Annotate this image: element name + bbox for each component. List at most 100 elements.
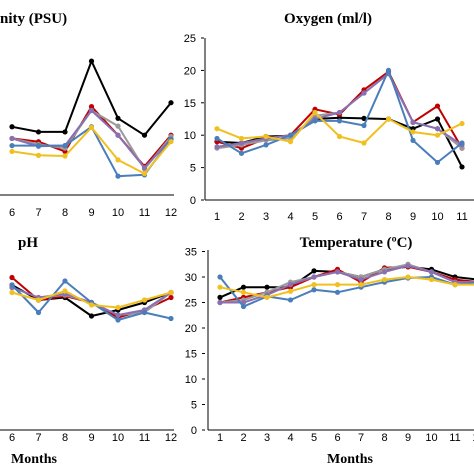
data-point-salinity-5 bbox=[62, 153, 68, 159]
data-point-oxygen-3 bbox=[361, 90, 367, 96]
data-point-ph-3 bbox=[115, 312, 121, 318]
data-point-ph-1 bbox=[9, 274, 15, 281]
data-point-salinity-5 bbox=[168, 139, 174, 145]
data-point-temperature-5 bbox=[452, 282, 458, 288]
data-point-salinity-0 bbox=[115, 115, 121, 121]
x-axis-label-ph: Months bbox=[11, 452, 57, 467]
x-tick-label-ph: 11 bbox=[139, 432, 150, 444]
data-point-ph-4 bbox=[62, 278, 68, 284]
data-point-ph-5 bbox=[88, 302, 95, 308]
data-point-salinity-4 bbox=[35, 143, 42, 149]
data-point-salinity-4 bbox=[115, 173, 121, 179]
data-point-salinity-4 bbox=[62, 143, 68, 149]
data-point-temperature-3 bbox=[334, 269, 341, 275]
data-point-salinity-0 bbox=[141, 132, 148, 138]
x-tick-label-salinity: 10 bbox=[112, 207, 124, 219]
series-line-temperature-0 bbox=[219, 265, 474, 299]
data-point-oxygen-3 bbox=[214, 144, 220, 150]
x-tick-label-temperature: 4 bbox=[287, 432, 293, 444]
data-point-oxygen-5 bbox=[312, 109, 318, 116]
data-point-temperature-5 bbox=[381, 276, 388, 283]
chart-title-ph: pH bbox=[18, 235, 38, 251]
y-tick-label-oxygen: 20 bbox=[184, 65, 196, 77]
data-point-ph-4 bbox=[141, 309, 148, 316]
data-point-oxygen-4 bbox=[238, 150, 245, 156]
data-point-oxygen-4 bbox=[312, 118, 318, 124]
data-point-ph-5 bbox=[62, 288, 68, 294]
x-tick-label-temperature: 8 bbox=[381, 432, 387, 444]
data-point-salinity-0 bbox=[168, 100, 174, 106]
data-point-salinity-5 bbox=[9, 148, 15, 155]
x-tick-label-oxygen: 11 bbox=[456, 211, 467, 223]
data-point-ph-1 bbox=[168, 294, 174, 301]
y-tick-label-temperature: 5 bbox=[191, 400, 197, 412]
data-point-salinity-0 bbox=[9, 124, 15, 130]
data-point-temperature-0 bbox=[217, 294, 223, 300]
data-point-salinity-5 bbox=[115, 157, 121, 163]
data-point-oxygen-5 bbox=[336, 133, 343, 140]
y-tick-label-temperature: 0 bbox=[191, 425, 197, 437]
data-point-oxygen-4 bbox=[263, 142, 269, 148]
series-line-temperature-5 bbox=[219, 276, 474, 299]
data-point-oxygen-4 bbox=[361, 122, 367, 129]
data-point-oxygen-0 bbox=[361, 115, 367, 121]
data-point-oxygen-4 bbox=[214, 135, 220, 142]
x-tick-label-oxygen: 2 bbox=[238, 211, 244, 223]
data-point-salinity-1 bbox=[88, 104, 95, 110]
data-point-oxygen-4 bbox=[287, 132, 294, 138]
chart-title-temperature: Temperature (ºC) bbox=[300, 235, 413, 251]
y-tick-label-temperature: 10 bbox=[185, 374, 197, 386]
data-point-temperature-5 bbox=[428, 276, 435, 283]
data-point-temperature-5 bbox=[217, 284, 223, 290]
data-point-temperature-5 bbox=[311, 282, 317, 288]
x-tick-label-ph: 8 bbox=[62, 432, 68, 444]
data-point-oxygen-4 bbox=[336, 118, 343, 124]
data-point-oxygen-3 bbox=[410, 119, 416, 125]
x-tick-label-salinity: 6 bbox=[9, 207, 15, 219]
data-point-ph-4 bbox=[35, 309, 42, 316]
data-point-temperature-4 bbox=[287, 297, 294, 303]
data-point-temperature-5 bbox=[405, 274, 411, 280]
data-point-temperature-5 bbox=[358, 282, 364, 288]
series-line-salinity-1 bbox=[11, 105, 172, 168]
x-tick-label-oxygen: 10 bbox=[431, 211, 443, 223]
data-point-salinity-0 bbox=[88, 58, 95, 64]
data-point-temperature-4 bbox=[240, 303, 247, 310]
data-point-salinity-3 bbox=[9, 135, 15, 142]
x-tick-label-temperature: 1 bbox=[217, 432, 223, 444]
series-line-temperature-4 bbox=[219, 276, 474, 308]
data-point-temperature-3 bbox=[287, 282, 294, 288]
data-point-temperature-5 bbox=[287, 288, 294, 294]
y-tick-label-temperature: 20 bbox=[185, 323, 197, 335]
x-tick-label-ph: 7 bbox=[35, 432, 41, 444]
data-point-oxygen-4 bbox=[410, 137, 416, 143]
data-point-oxygen-4 bbox=[385, 67, 392, 73]
x-tick-label-salinity: 12 bbox=[165, 207, 177, 219]
data-point-oxygen-5 bbox=[287, 139, 294, 145]
x-tick-label-oxygen: 3 bbox=[263, 211, 269, 223]
data-point-salinity-0 bbox=[35, 129, 42, 135]
x-tick-label-ph: 9 bbox=[88, 432, 94, 444]
data-point-oxygen-5 bbox=[214, 126, 220, 132]
data-point-ph-5 bbox=[141, 297, 148, 303]
chart-title-salinity: nity (PSU) bbox=[0, 11, 67, 27]
data-point-oxygen-0 bbox=[434, 116, 441, 122]
data-point-oxygen-5 bbox=[238, 135, 245, 142]
x-tick-label-temperature: 7 bbox=[358, 432, 364, 444]
data-point-oxygen-4 bbox=[459, 140, 465, 146]
y-tick-label-temperature: 30 bbox=[185, 272, 197, 284]
y-tick-label-temperature: 35 bbox=[185, 247, 197, 259]
data-point-temperature-4 bbox=[334, 289, 341, 295]
data-point-ph-4 bbox=[168, 315, 174, 322]
data-point-oxygen-5 bbox=[434, 132, 441, 138]
data-point-ph-4 bbox=[115, 317, 121, 323]
x-tick-label-temperature: 12 bbox=[472, 432, 474, 444]
x-tick-label-salinity: 9 bbox=[88, 207, 94, 219]
data-point-ph-4 bbox=[9, 282, 15, 288]
x-tick-label-ph: 6 bbox=[9, 432, 15, 444]
data-point-temperature-0 bbox=[264, 284, 270, 290]
x-tick-label-temperature: 10 bbox=[425, 432, 437, 444]
x-tick-label-ph: 10 bbox=[112, 432, 124, 444]
data-point-oxygen-5 bbox=[263, 133, 269, 140]
x-tick-label-salinity: 8 bbox=[62, 207, 68, 219]
